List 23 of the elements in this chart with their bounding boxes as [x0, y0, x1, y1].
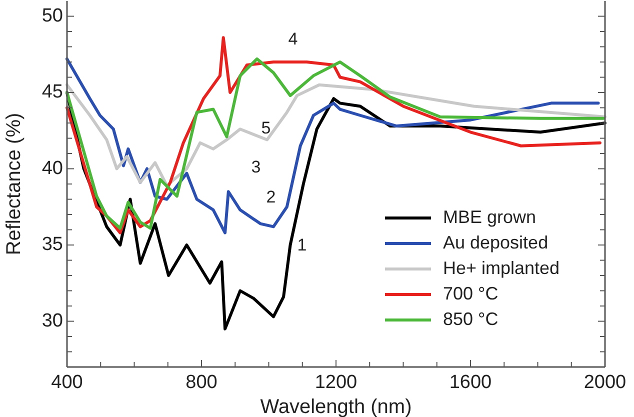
legend-label: He+ implanted [443, 258, 560, 278]
annotation: 5 [261, 118, 271, 138]
annotation: 4 [288, 29, 298, 48]
y-tick-label: 30 [42, 310, 63, 332]
annotation: 3 [251, 157, 261, 176]
y-axis-title: Reflectance (%) [3, 112, 25, 256]
y-tick-label: 35 [42, 234, 63, 256]
x-tick-label: 2000 [584, 372, 626, 393]
y-tick-label: 45 [42, 82, 63, 103]
legend-label: 850 °C [443, 308, 498, 329]
y-tick-label: 50 [42, 5, 63, 26]
x-tick-label: 400 [51, 372, 83, 393]
y-tick-label: 40 [42, 158, 63, 179]
line-series [66, 83, 606, 188]
x-tick-label: 1600 [449, 372, 492, 393]
legend-label: MBE grown [443, 206, 536, 227]
annotation: 1 [297, 235, 307, 254]
x-axis-title: Wavelength (nm) [260, 396, 412, 417]
x-tick-label: 1200 [314, 372, 358, 393]
annotation: 2 [266, 187, 276, 206]
x-tick-label: 800 [186, 372, 218, 393]
legend-label: 700 °C [443, 283, 498, 304]
legend-label: Au deposited [443, 232, 548, 252]
